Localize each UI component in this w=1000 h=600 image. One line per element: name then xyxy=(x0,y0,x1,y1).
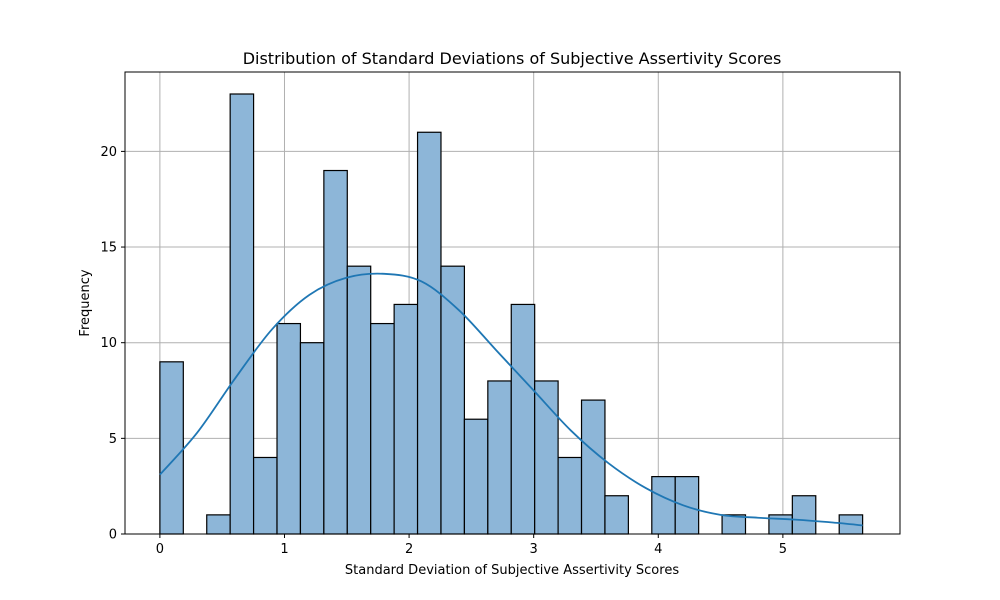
x-tick-label: 1 xyxy=(280,542,288,557)
y-axis-ticks: 0 5 10 15 20 xyxy=(100,145,125,543)
histogram-bar xyxy=(487,380,512,535)
histogram-bar xyxy=(791,495,817,535)
y-tick-label: 5 xyxy=(109,432,117,447)
kde-curve xyxy=(159,272,863,527)
histogram-bar xyxy=(159,361,184,535)
x-tick-label: 4 xyxy=(654,542,662,557)
plot-area-frame xyxy=(124,71,901,535)
x-tick-label: 0 xyxy=(156,542,164,557)
histogram-bar xyxy=(206,514,231,535)
y-tick-label: 0 xyxy=(109,528,117,543)
kde-curve-layer xyxy=(159,272,863,527)
histogram-bar xyxy=(229,93,255,535)
histogram-bar xyxy=(604,495,629,535)
histogram-bar xyxy=(346,265,372,535)
x-axis-ticks: 0 1 2 3 4 5 xyxy=(156,534,787,557)
x-tick-label: 3 xyxy=(530,542,538,557)
histogram-bar xyxy=(370,322,395,535)
y-tick-label: 20 xyxy=(100,145,117,160)
histogram-bar xyxy=(510,303,536,535)
histogram-bar xyxy=(674,476,700,535)
histogram-bars xyxy=(159,93,864,535)
histogram-bar xyxy=(463,418,489,535)
histogram-bar xyxy=(580,399,606,535)
histogram-bar xyxy=(252,456,278,535)
histogram-bar xyxy=(416,131,442,535)
x-axis-label: Standard Deviation of Subjective Asserti… xyxy=(345,563,679,578)
x-tick-label: 5 xyxy=(779,542,787,557)
y-tick-label: 10 xyxy=(100,336,117,351)
histogram-bar xyxy=(651,476,676,535)
chart-title: Distribution of Standard Deviations of S… xyxy=(243,49,782,68)
histogram-bar xyxy=(276,322,302,535)
histogram-bar xyxy=(323,169,348,535)
histogram-bar xyxy=(299,342,325,535)
x-tick-label: 2 xyxy=(405,542,413,557)
y-tick-label: 15 xyxy=(100,241,117,256)
histogram-bar xyxy=(557,456,583,535)
histogram-bar xyxy=(440,265,466,535)
histogram-bar xyxy=(393,303,419,535)
y-axis-label: Frequency xyxy=(78,269,93,336)
